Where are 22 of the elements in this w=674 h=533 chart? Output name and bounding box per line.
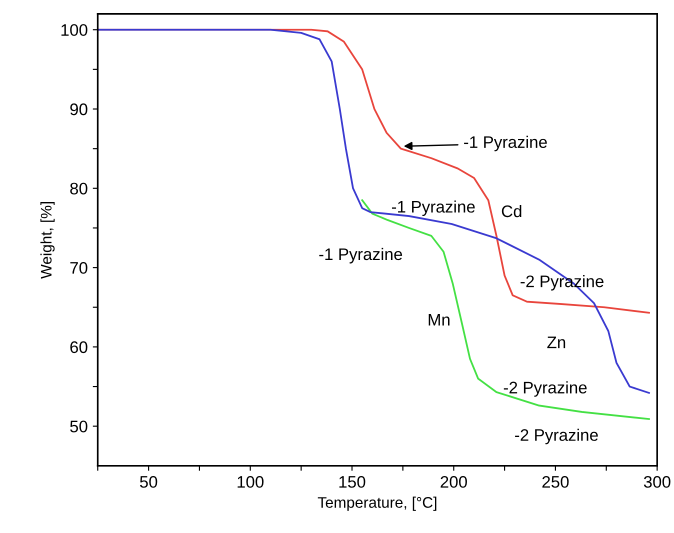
x-tick-label: 250 [542,476,569,488]
y-tick-label: 100 [61,24,88,36]
annotation: Zn [547,336,566,348]
y-tick-label: 60 [70,341,88,354]
x-tick-label: 300 [644,476,670,488]
x-tick-label: 50 [140,476,158,488]
x-axis-title: Temperature, [°C] [318,496,436,511]
x-tick-label: 150 [339,476,366,488]
y-tick-label: 50 [70,420,88,432]
y-axis-title: Weight, [%] [40,202,55,279]
annotation: Cd [502,204,522,218]
annotation: -1 Pyrazine [392,200,475,216]
annotation: -2 Pyrazine [515,428,598,444]
annotation: -1 Pyrazine [319,248,402,264]
annotation: -1 Pyrazine [464,136,547,152]
y-tick-label: 90 [70,103,88,116]
annotation: -2 Pyrazine [504,381,587,397]
y-tick-label: 80 [70,182,88,195]
annotation: Mn [428,314,450,326]
x-tick-label: 200 [440,476,467,488]
y-tick-label: 70 [70,262,88,274]
x-tick-label: 100 [238,476,264,488]
